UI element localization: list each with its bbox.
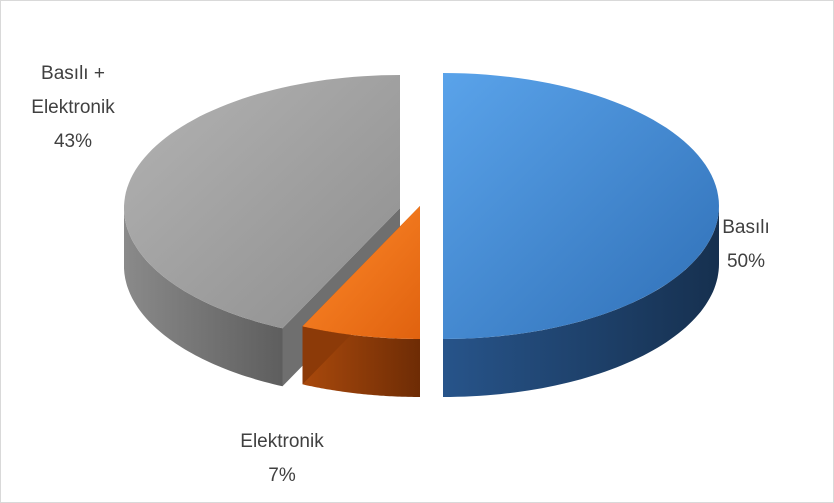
pie-slice-top: [443, 73, 719, 339]
pie-slice: [302, 206, 420, 397]
pie-slice-top: [124, 75, 400, 329]
pie-slice-side: [443, 206, 719, 397]
data-label-line: 50%: [727, 251, 765, 272]
pie-labels: Basılı 50% Elektronik 7% Basılı + Elektronik 4…: [31, 63, 769, 486]
data-label-line: 43%: [54, 131, 92, 152]
pie-slice: [443, 73, 719, 397]
data-label: Basılı 50%: [722, 217, 770, 272]
data-label-line: Elektronik: [240, 431, 324, 452]
pie-slices: [124, 73, 719, 397]
pie-slice-top: [302, 206, 420, 339]
data-label-line: Basılı: [722, 217, 770, 238]
data-label-line: Basılı +: [41, 63, 105, 84]
data-label: Elektronik 7%: [240, 431, 324, 486]
data-label-line: Elektronik: [31, 97, 115, 118]
pie-slice-side: [124, 208, 283, 387]
data-label-line: 7%: [268, 465, 296, 486]
data-label: Basılı + Elektronik 43%: [31, 63, 115, 152]
